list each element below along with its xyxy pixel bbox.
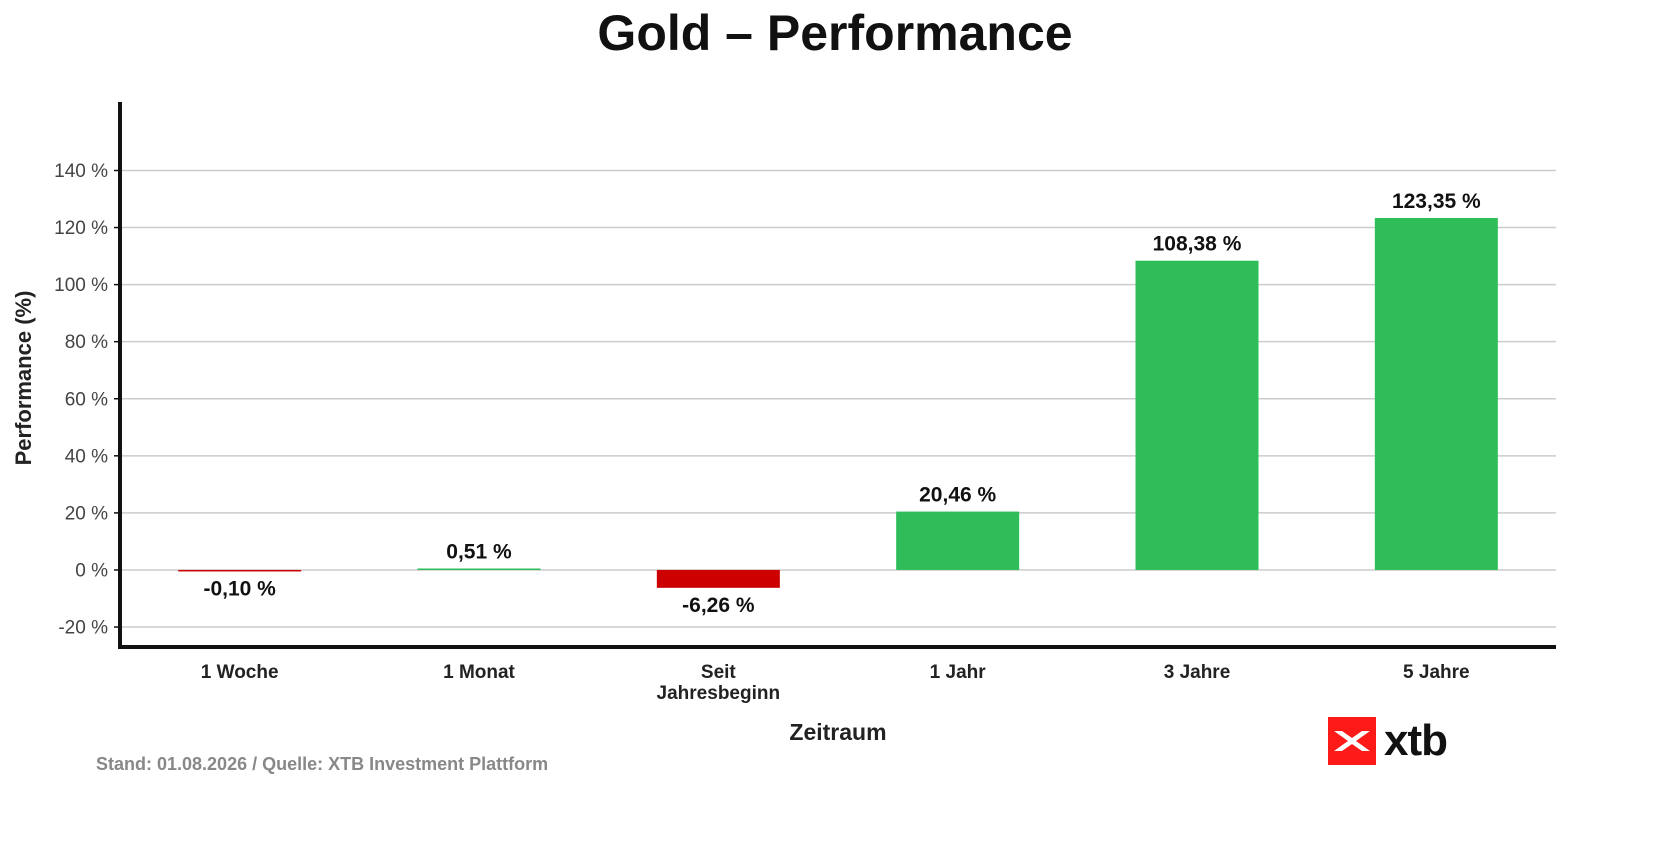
xtb-x-icon: [1328, 717, 1376, 765]
bar: [178, 569, 302, 572]
bar: [417, 568, 541, 571]
xtb-logo-text: xtb: [1384, 716, 1448, 765]
x-tick-label: 1 Jahr: [930, 662, 987, 683]
data-label: -0,10 %: [203, 577, 276, 600]
y-axis-label: Performance (%): [11, 291, 36, 466]
data-label: 123,35 %: [1392, 190, 1481, 213]
x-tick-label: 5 Jahre: [1403, 662, 1470, 683]
y-tick-label: 140 %: [54, 161, 108, 182]
bar: [656, 569, 780, 588]
data-labels: -0,10 % 0,51 % -6,26 % 20,46 % 108,38 % 123,3…: [203, 190, 1481, 617]
data-label: 108,38 %: [1153, 233, 1242, 256]
x-tick-label-line: 1 Jahr: [930, 662, 987, 683]
y-tick-label: 0 %: [75, 560, 108, 581]
x-tick-label: 3 Jahre: [1164, 662, 1231, 683]
y-tick-label: 20 %: [65, 503, 108, 524]
x-tick-label-line: 1 Woche: [201, 662, 279, 683]
data-label: 20,46 %: [919, 484, 996, 507]
source-note: Stand: 01.08.2026 / Quelle: XTB Investme…: [96, 754, 549, 774]
bar: [1135, 260, 1259, 570]
xtb-logo: xtb: [1328, 716, 1448, 766]
data-label: 0,51 %: [446, 541, 512, 564]
bar: [896, 511, 1020, 570]
bars: [178, 217, 1498, 588]
axes: [114, 102, 1556, 649]
x-tick-label: 1 Monat: [443, 662, 515, 683]
x-tick-label-line: 1 Monat: [443, 662, 515, 683]
y-tick-label: 60 %: [65, 389, 108, 410]
x-tick-label-line: 3 Jahre: [1164, 662, 1231, 683]
chart-title: Gold – Performance: [597, 5, 1073, 61]
y-tick-label: 40 %: [65, 446, 108, 467]
x-tick-label-line: 5 Jahre: [1403, 662, 1470, 683]
bar: [1374, 217, 1498, 570]
x-axis-label: Zeitraum: [789, 719, 886, 745]
y-tick-label: 120 %: [54, 218, 108, 239]
x-tick-label: Seit Jahresbeginn: [657, 662, 781, 704]
x-tick-label-line: Seit: [701, 662, 737, 683]
x-tick-label-line: Jahresbeginn: [657, 683, 781, 704]
x-tick-labels: 1 Woche 1 Monat Seit Jahresbeginn 1 Jahr 3 Ja…: [201, 662, 1470, 704]
y-tick-label: -20 %: [58, 618, 108, 639]
y-tick-label: 100 %: [54, 275, 108, 296]
gridlines: [120, 169, 1556, 628]
x-tick-label: 1 Woche: [201, 662, 279, 683]
y-tick-labels: -20 % 0 % 20 % 40 % 60 % 80 % 100 % 120 % 140 %: [54, 161, 108, 639]
y-tick-label: 80 %: [65, 332, 108, 353]
data-label: -6,26 %: [682, 594, 755, 617]
